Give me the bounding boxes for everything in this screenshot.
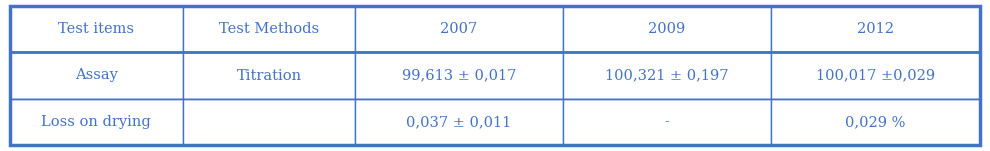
Text: 100,321 ± 0,197: 100,321 ± 0,197 [605,69,729,82]
Bar [10,99,182,145]
Bar [770,99,980,145]
Bar [182,99,355,145]
Text: Test Methods: Test Methods [219,22,319,36]
Text: 2007: 2007 [441,22,478,36]
Bar [10,6,182,52]
Text: Titration: Titration [237,69,302,82]
Bar [563,6,770,52]
Text: Test items: Test items [58,22,135,36]
Text: 100,017 ±0,029: 100,017 ±0,029 [816,69,935,82]
Text: 99,613 ± 0,017: 99,613 ± 0,017 [402,69,517,82]
Text: 0,037 ± 0,011: 0,037 ± 0,011 [407,115,512,129]
Text: 2012: 2012 [856,22,894,36]
Bar [563,99,770,145]
Bar [770,52,980,99]
Text: Assay: Assay [75,69,118,82]
Bar [355,52,563,99]
Text: 0,029 %: 0,029 % [845,115,906,129]
Bar [355,6,563,52]
Text: Loss on drying: Loss on drying [42,115,151,129]
Bar [182,52,355,99]
Bar [355,99,563,145]
Text: 2009: 2009 [648,22,685,36]
Bar [770,6,980,52]
Text: -: - [664,115,669,129]
Bar [563,52,770,99]
Bar [10,52,182,99]
Bar [182,6,355,52]
